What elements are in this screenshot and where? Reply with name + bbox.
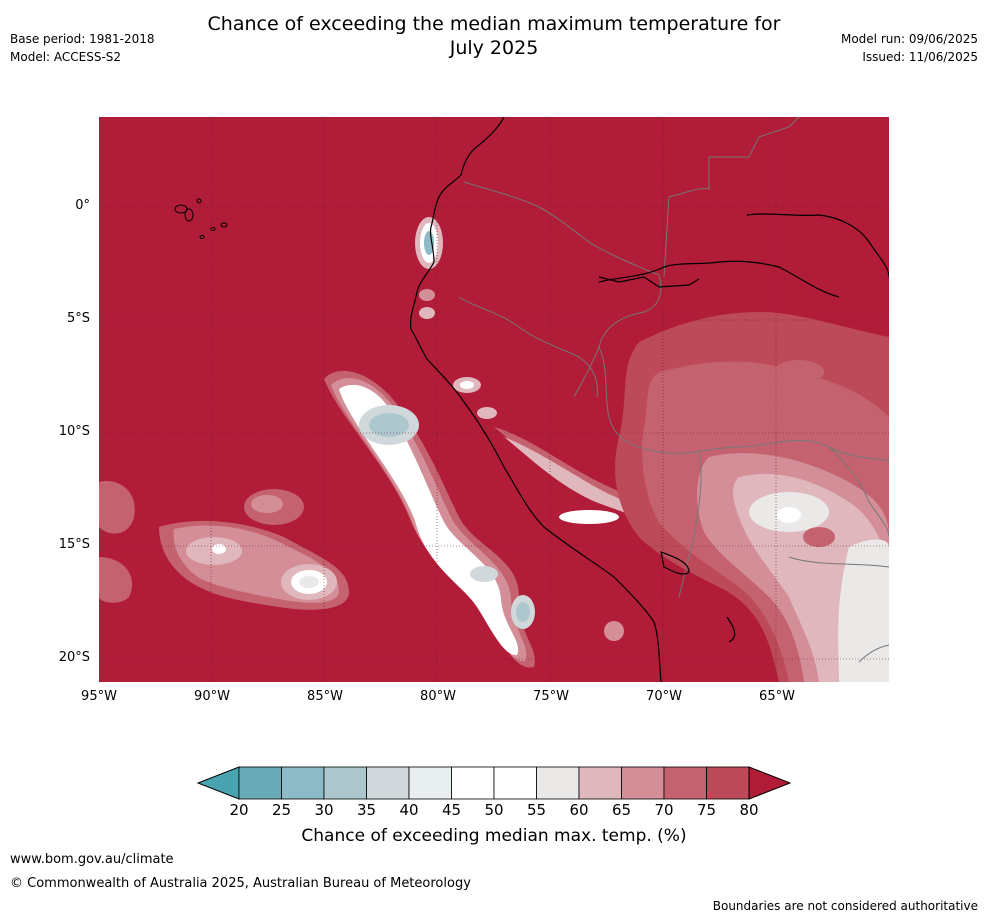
colorbar-cell bbox=[493, 766, 537, 800]
map-title-line1: Chance of exceeding the median maximum t… bbox=[207, 13, 781, 35]
lon-label-80w: 80°W bbox=[420, 689, 456, 704]
contour-ecuador bbox=[415, 217, 443, 319]
colorbar-cell bbox=[238, 766, 282, 800]
map-panel bbox=[99, 117, 889, 682]
coastlines bbox=[409, 117, 889, 682]
contour-peru-offshore bbox=[324, 370, 624, 668]
lon-label-85w: 85°W bbox=[307, 689, 343, 704]
colorbar-cells bbox=[238, 766, 750, 800]
model-run-text: Model run: 09/06/2025 bbox=[840, 32, 978, 46]
colorbar-tick-label: 75 bbox=[696, 801, 717, 819]
copyright-text: © Commonwealth of Australia 2025, Austra… bbox=[10, 876, 471, 891]
colorbar-over-arrow bbox=[748, 766, 792, 800]
colorbar-cell bbox=[323, 766, 367, 800]
colorbar-under-arrow bbox=[196, 766, 240, 800]
lon-label-75w: 75°W bbox=[533, 689, 569, 704]
colorbar-tick-label: 40 bbox=[399, 801, 419, 819]
colorbar-cell bbox=[366, 766, 410, 800]
lon-label-90w: 90°W bbox=[194, 689, 230, 704]
colorbar-tick-label: 35 bbox=[356, 801, 377, 819]
colorbar-cell bbox=[706, 766, 750, 800]
colorbar-cell bbox=[663, 766, 707, 800]
colorbar-cell bbox=[281, 766, 325, 800]
colorbar-label: Chance of exceeding median max. temp. (%… bbox=[301, 826, 687, 846]
map-title-line2: July 2025 bbox=[449, 37, 539, 59]
contour-east bbox=[615, 312, 889, 682]
colorbar-cell bbox=[621, 766, 665, 800]
issued-text: Issued: 11/06/2025 bbox=[862, 50, 978, 64]
model-text: Model: ACCESS-S2 bbox=[10, 50, 122, 64]
colorbar-cell bbox=[578, 766, 622, 800]
colorbar-tick-label: 80 bbox=[739, 801, 759, 819]
meta-left: Base period: 1981-2018 Model: ACCESS-S2 bbox=[10, 30, 155, 66]
lat-label-5s: 5°S bbox=[66, 311, 90, 326]
country-borders bbox=[458, 117, 889, 663]
colorbar bbox=[196, 766, 792, 800]
map-title: Chance of exceeding the median maximum t… bbox=[0, 12, 988, 60]
colorbar-cell bbox=[536, 766, 580, 800]
colorbar-tick-label: 20 bbox=[229, 801, 249, 819]
colorbar-tick-label: 30 bbox=[314, 801, 334, 819]
colorbar-tick-label: 55 bbox=[526, 801, 547, 819]
lon-label-95w: 95°W bbox=[81, 689, 117, 704]
disclaimer-text: Boundaries are not considered authoritat… bbox=[712, 899, 978, 913]
colorbar-cell bbox=[408, 766, 452, 800]
colorbar-cell bbox=[451, 766, 495, 800]
colorbar-tick-label: 60 bbox=[569, 801, 589, 819]
colorbar-tick-label: 45 bbox=[441, 801, 462, 819]
contour-west-offshore bbox=[99, 481, 349, 610]
colorbar-tick-label: 65 bbox=[611, 801, 632, 819]
lat-label-0: 0° bbox=[75, 198, 90, 213]
lon-label-65w: 65°W bbox=[759, 689, 795, 704]
website-link[interactable]: www.bom.gov.au/climate bbox=[10, 852, 174, 867]
colorbar-tick-label: 50 bbox=[484, 801, 504, 819]
galapagos-islands bbox=[174, 198, 228, 239]
lat-label-15s: 15°S bbox=[58, 537, 90, 552]
base-period-text: Base period: 1981-2018 bbox=[10, 32, 155, 46]
meta-right: Model run: 09/06/2025 Issued: 11/06/2025 bbox=[841, 30, 978, 66]
lat-label-20s: 20°S bbox=[58, 650, 90, 665]
lat-label-10s: 10°S bbox=[58, 424, 90, 439]
colorbar-tick-label: 70 bbox=[654, 801, 674, 819]
graticule bbox=[99, 117, 889, 682]
lon-label-70w: 70°W bbox=[646, 689, 682, 704]
map-svg bbox=[99, 117, 889, 682]
colorbar-tick-label: 25 bbox=[271, 801, 292, 819]
